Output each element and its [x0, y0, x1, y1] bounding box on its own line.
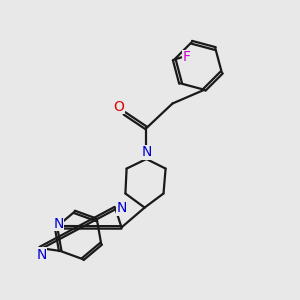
- Text: F: F: [183, 50, 191, 64]
- Text: N: N: [53, 217, 64, 231]
- Text: N: N: [117, 201, 127, 215]
- Text: O: O: [114, 100, 124, 114]
- Text: N: N: [36, 248, 47, 262]
- Text: N: N: [141, 146, 152, 159]
